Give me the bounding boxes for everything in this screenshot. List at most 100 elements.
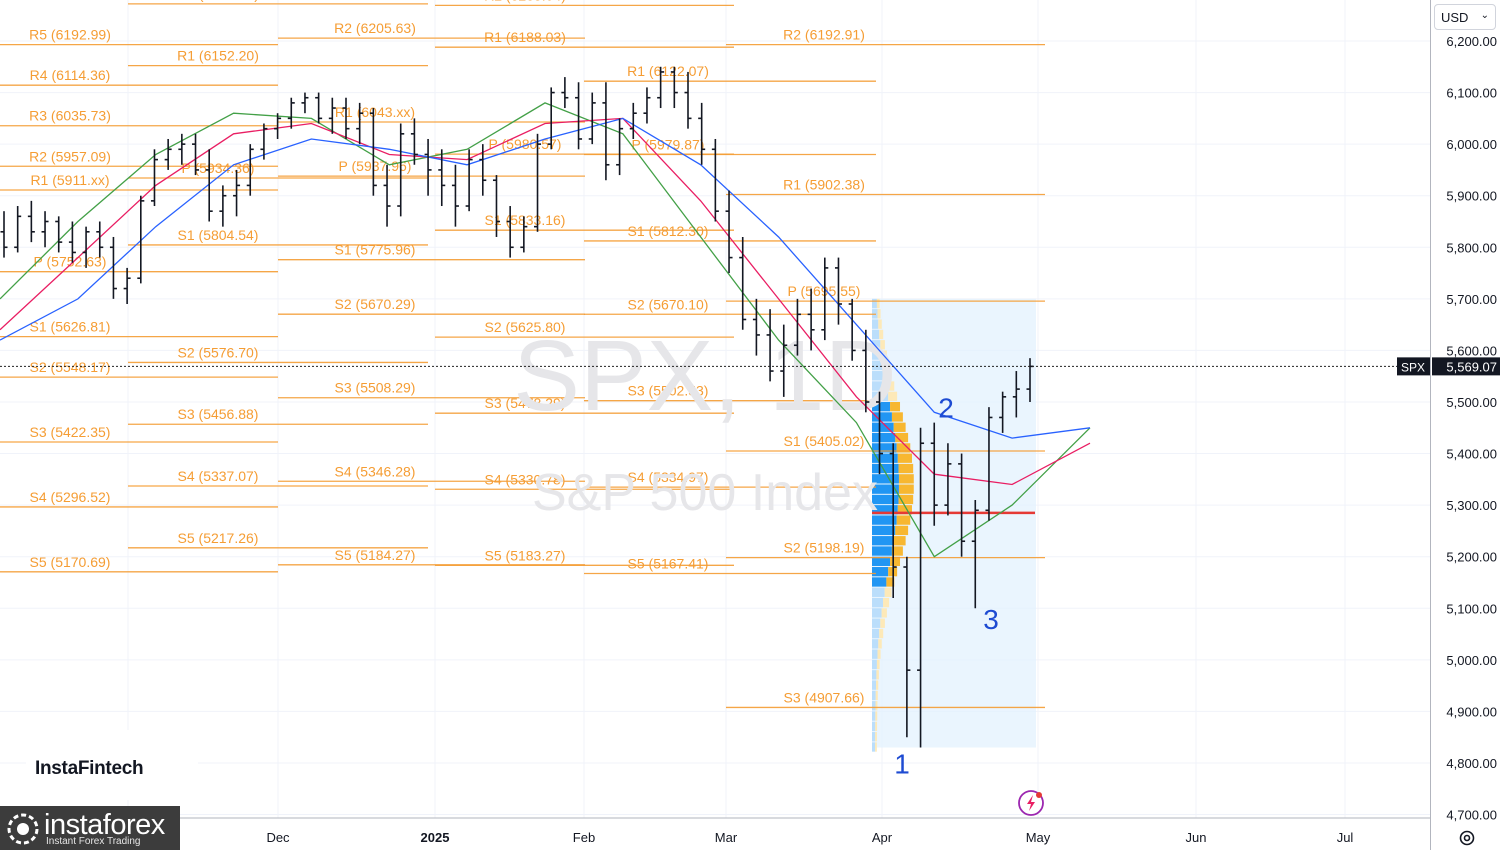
ohlc-bar <box>862 329 870 413</box>
profile-row-sell <box>893 422 906 432</box>
profile-row-sell <box>881 608 887 618</box>
ohlc-bar <box>328 97 336 134</box>
ohlc-bar <box>834 257 842 325</box>
ohlc-bar <box>917 427 925 748</box>
price-tick-label: 5,800.00 <box>1446 240 1497 255</box>
instaforex-text: instaforex <box>44 809 165 841</box>
profile-row-buy <box>872 567 889 577</box>
price-axis[interactable]: 6,200.00 6,100.00 6,000.00 5,900.00 5,800.00… <box>1430 0 1500 850</box>
profile-row-sell <box>897 505 912 515</box>
ohlc-bar <box>793 298 801 356</box>
profile-row-sell <box>895 525 909 536</box>
profile-row-sell <box>875 742 877 752</box>
settings-gear-icon[interactable] <box>1457 828 1477 848</box>
wave-label: 2 <box>938 392 954 423</box>
pivot-label: S1 (5812.30) <box>628 223 709 239</box>
price-chart[interactable]: R5 (6192.99) R4 (6114.36) R3 (6035.73) R2 (… <box>0 0 1430 850</box>
ohlc-bar <box>438 149 446 207</box>
profile-row-sell <box>890 401 901 412</box>
time-label: May <box>1026 830 1051 845</box>
lightning-icon[interactable] <box>1018 790 1044 816</box>
ohlc-bar <box>397 123 405 217</box>
wave-annotations: 1 2 3 <box>894 392 999 779</box>
ohlc-bar <box>109 236 117 299</box>
ohlc-bar <box>27 200 35 243</box>
profile-row-buy <box>872 721 876 732</box>
ohlc-bar <box>123 267 131 305</box>
pivot-label: R2 (6205.63) <box>334 20 416 36</box>
chevron-down-icon: ⌄ <box>1480 10 1489 21</box>
profile-row-sell <box>886 577 895 587</box>
ohlc-bar <box>889 443 897 598</box>
ohlc-bar <box>520 216 528 253</box>
profile-row-buy <box>872 732 876 742</box>
profile-row-buy <box>872 443 897 453</box>
ohlc-bar <box>356 102 364 145</box>
ohlc-bar <box>711 138 719 222</box>
profile-row-sell <box>886 381 895 391</box>
wave-label: 3 <box>983 604 999 635</box>
profile-row-sell <box>879 329 884 340</box>
profile-row-buy <box>872 422 894 432</box>
time-label: Apr <box>872 830 893 845</box>
pivot-label: R2 (6192.91) <box>783 27 865 43</box>
profile-row-sell <box>876 670 879 680</box>
profile-row-sell <box>898 474 914 484</box>
profile-row-buy <box>872 680 877 690</box>
instaforex-logo: instaforex Instant Forex Trading <box>0 806 180 850</box>
ohlc-bar <box>739 236 747 330</box>
ohlc-bar <box>68 221 76 263</box>
price-tick-label: 5,400.00 <box>1446 447 1497 462</box>
price-axis-labels: 6,200.00 6,100.00 6,000.00 5,900.00 5,800.00… <box>1432 34 1500 823</box>
price-tick-label: 5,700.00 <box>1446 292 1497 307</box>
profile-row-sell <box>875 711 878 721</box>
profile-row-buy <box>872 319 879 329</box>
time-label: Dec <box>266 830 290 845</box>
ohlc-bar <box>424 138 432 196</box>
ohlc-bar <box>506 206 514 258</box>
profile-row-sell <box>878 639 882 649</box>
ohlc-bar <box>602 82 610 181</box>
profile-row-buy <box>872 659 877 670</box>
pivot-label: S4 (5330.78) <box>485 471 566 487</box>
pivot-label: R2 (5957.09) <box>29 148 111 164</box>
profile-row-sell <box>875 690 878 701</box>
ohlc-bar <box>657 66 665 109</box>
pivot-label: S3 (5422.35) <box>30 424 111 440</box>
profile-row-sell <box>893 536 906 546</box>
pivot-label: S5 (5183.27) <box>485 547 566 563</box>
profile-row-sell <box>884 587 892 597</box>
profile-row-sell <box>878 319 882 329</box>
profile-row-buy <box>872 505 898 515</box>
pivot-label: S1 (5626.81) <box>30 319 111 335</box>
profile-row-buy <box>872 412 892 422</box>
profile-row-buy <box>872 690 876 701</box>
profile-row-buy <box>872 371 885 381</box>
time-label: 2025 <box>421 830 450 845</box>
profile-row-sell <box>880 618 885 628</box>
ohlc-bar <box>1012 371 1020 418</box>
pivot-label: S2 (5625.80) <box>485 319 566 335</box>
profile-row-buy <box>872 525 896 536</box>
profile-row-buy <box>872 494 899 505</box>
pivot-label: R1 (5902.38) <box>783 176 865 192</box>
ohlc-bar <box>971 499 979 609</box>
profile-row-sell <box>879 628 884 639</box>
ohlc-bar <box>821 257 829 341</box>
ohlc-bar <box>383 164 391 227</box>
last-symbol-tag <box>1397 357 1430 376</box>
profile-row-sell <box>898 484 914 494</box>
ohlc-bar <box>0 211 8 258</box>
time-label: Jul <box>1337 830 1354 845</box>
ohlc-bar <box>55 216 63 253</box>
time-label: Jun <box>1186 830 1207 845</box>
ohlc-bar <box>561 77 569 109</box>
pivot-label: S3 (5456.88) <box>178 406 259 422</box>
profile-row-buy <box>872 432 896 443</box>
time-axis[interactable]: Dec 2025 Feb Mar Apr May Jun Jul <box>266 830 1353 845</box>
ohlc-bar <box>315 92 323 124</box>
currency-select[interactable]: USD ⌄ <box>1434 4 1496 30</box>
profile-row-sell <box>888 391 898 401</box>
pivot-label: S2 (5670.29) <box>335 296 416 312</box>
ohlc-bar <box>14 206 22 253</box>
